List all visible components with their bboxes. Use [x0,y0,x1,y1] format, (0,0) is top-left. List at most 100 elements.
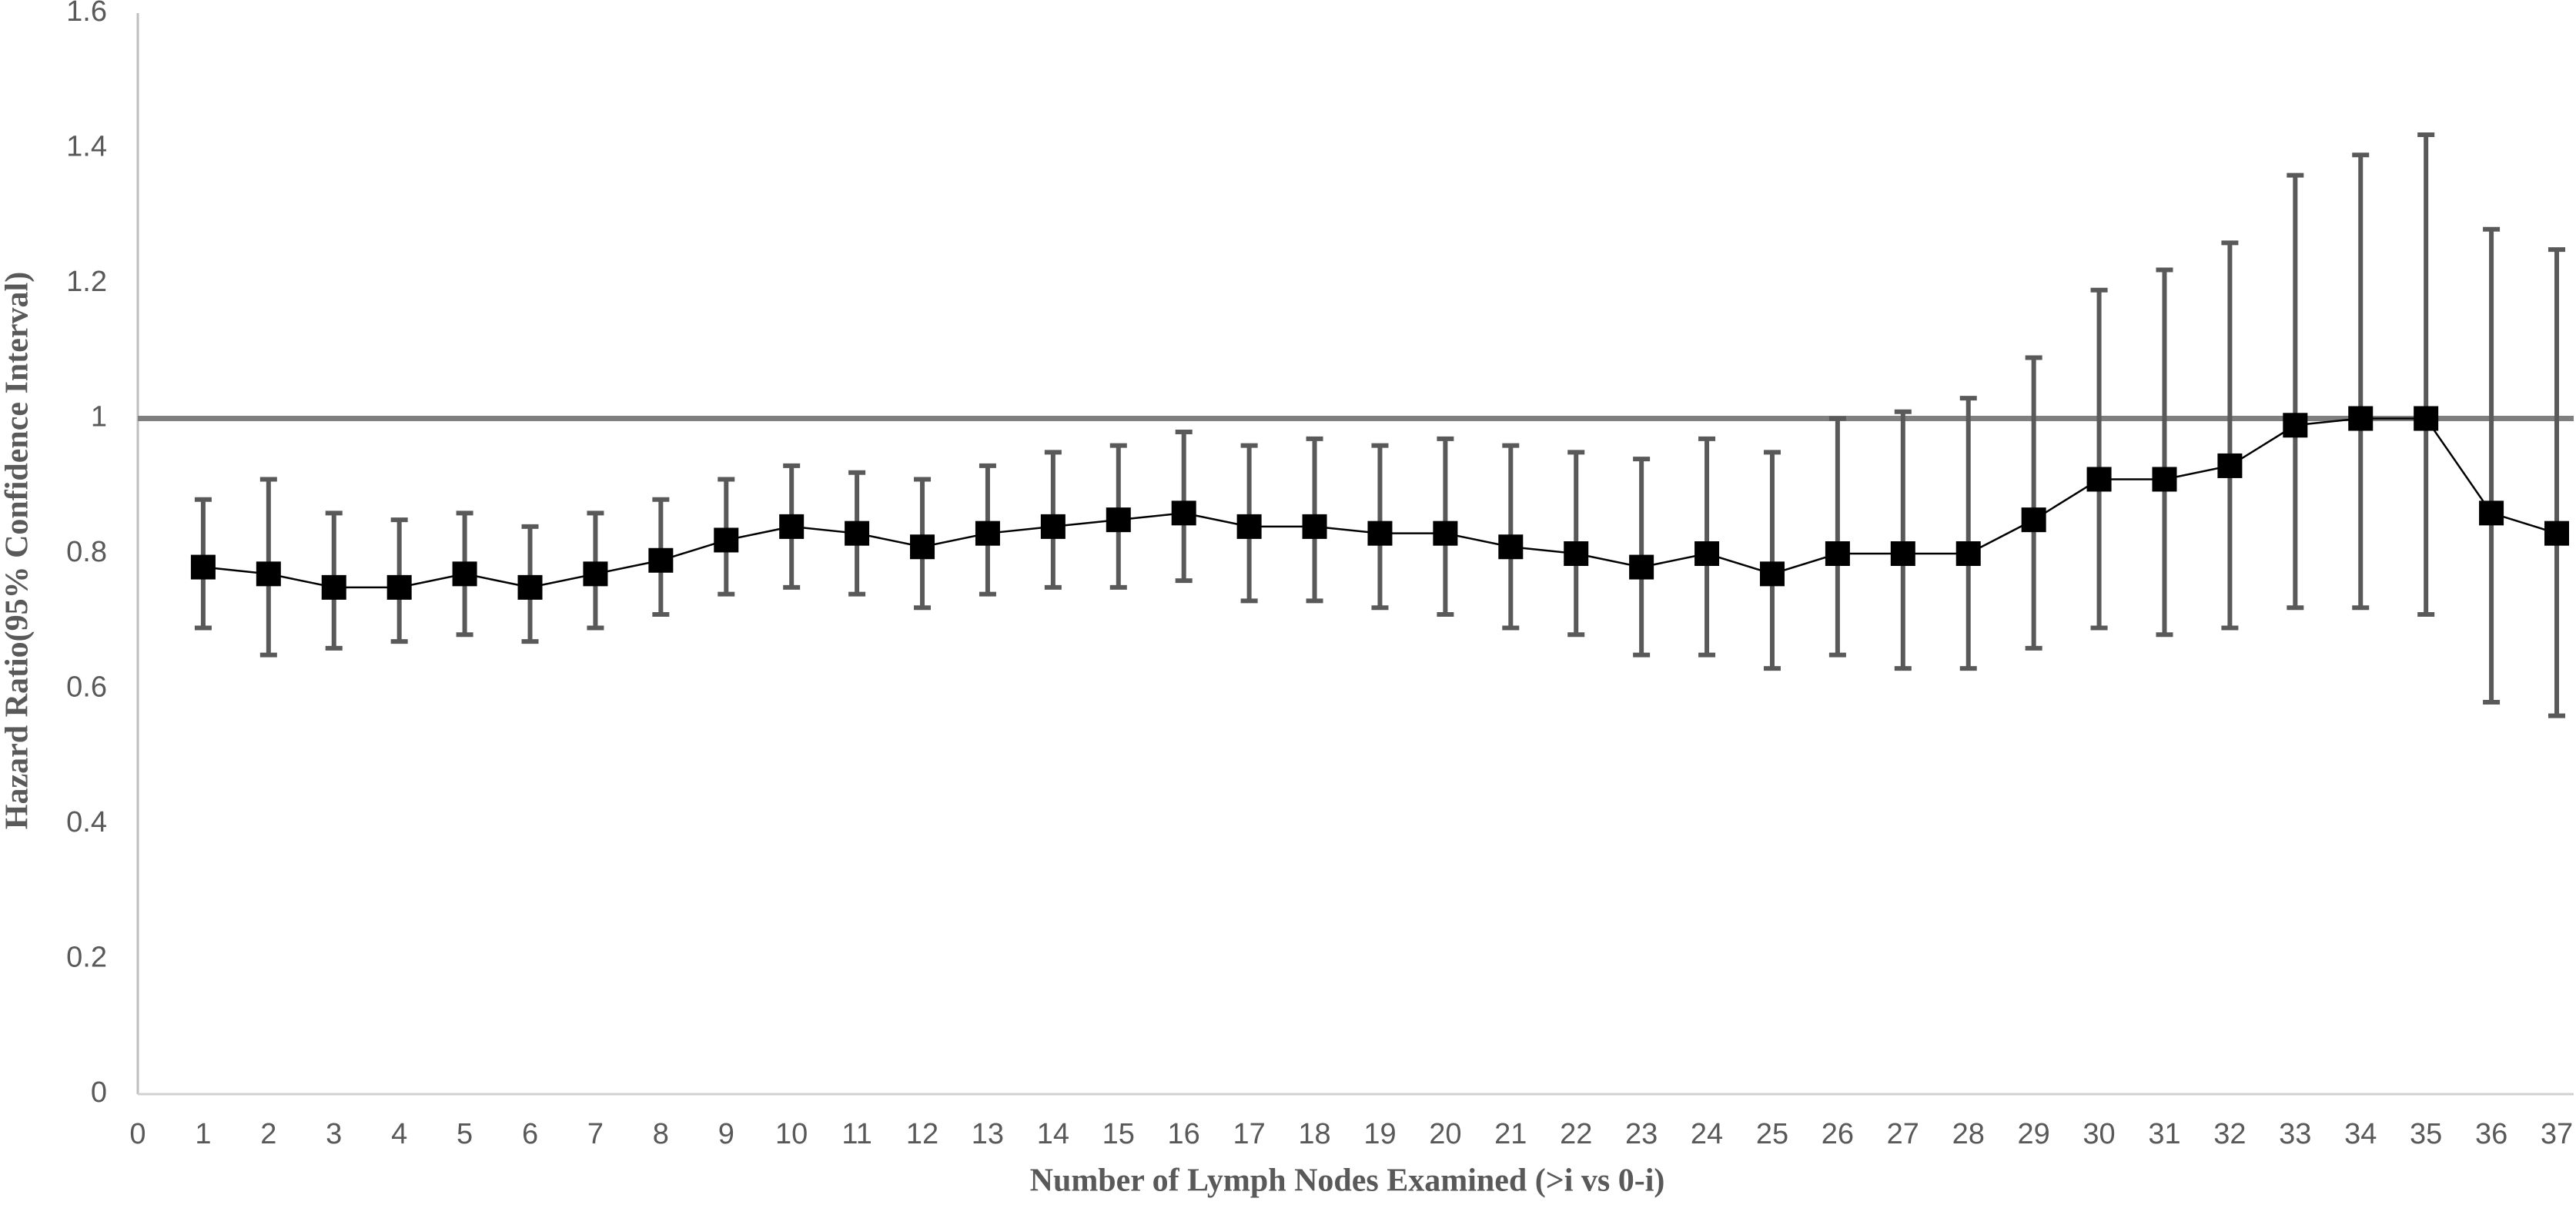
x-tick-label: 37 [2541,1118,2573,1150]
x-axis-title: Number of Lymph Nodes Examined (>i vs 0-… [1030,1163,1665,1199]
error-bar [2221,240,2239,631]
data-point [1759,561,1785,587]
error-bar [2156,267,2173,638]
x-tick-label: 33 [2279,1118,2311,1150]
x-tick-label: 14 [1037,1118,1069,1150]
x-tick-label: 13 [972,1118,1004,1150]
error-bar [1894,409,1912,671]
x-tick-label: 17 [1233,1118,1265,1150]
x-tick-label: 8 [653,1118,669,1150]
x-tick-label: 4 [391,1118,407,1150]
error-bar [2352,152,2370,611]
y-tick-label: 0.6 [66,671,107,704]
data-point [583,561,608,587]
y-tick-label: 0.4 [66,806,107,838]
x-tick-label: 30 [2083,1118,2115,1150]
x-tick-label: 0 [129,1118,146,1150]
y-tick-label: 0 [91,1076,107,1109]
x-tick-label: 3 [326,1118,342,1150]
x-tick-label: 34 [2344,1118,2377,1150]
data-point [1433,520,1458,546]
error-bar [1828,416,1846,658]
x-tick-label: 27 [1887,1118,1919,1150]
y-tick-label: 1.2 [66,266,107,298]
data-point [1367,520,1393,546]
error-bar [2417,132,2435,617]
data-point [452,561,477,587]
x-tick-label: 16 [1168,1118,1200,1150]
data-point [256,561,281,587]
data-point [190,554,216,580]
x-tick-label: 21 [1494,1118,1527,1150]
data-point [1498,534,1524,560]
error-bar [1763,450,1781,671]
x-tick-label: 18 [1298,1118,1330,1150]
x-tick-label: 5 [457,1118,473,1150]
y-axis-title: Hazard Ratio(95% Confidence Interval) [0,272,35,829]
data-point [2217,453,2243,478]
x-tick-label: 35 [2410,1118,2442,1150]
y-tick-label: 0.8 [66,536,107,568]
x-tick-label: 19 [1363,1118,1396,1150]
x-tick-label: 15 [1102,1118,1135,1150]
data-point [386,574,412,600]
x-tick-label: 26 [1822,1118,1854,1150]
x-tick-label: 12 [906,1118,938,1150]
data-point [1629,554,1654,580]
y-tick-label: 0.2 [66,942,107,974]
x-tick-label: 28 [1952,1118,1985,1150]
data-point [648,547,674,573]
error-bar [2548,247,2565,718]
error-bar [2090,287,2108,631]
data-point [2086,467,2112,492]
x-tick-label: 6 [522,1118,538,1150]
error-bar [1959,396,1977,671]
error-bar [2025,355,2042,651]
data-point [1302,514,1327,539]
data-point [910,534,935,560]
x-tick-label: 1 [195,1118,211,1150]
data-point [1825,541,1850,566]
data-point [1890,541,1915,566]
data-point [1040,514,1066,539]
data-point [845,520,870,546]
data-point [2283,413,2308,438]
data-point [517,574,543,600]
y-tick-label: 1.6 [66,0,107,28]
data-point [2021,507,2046,533]
y-tick-label: 1 [91,401,107,433]
data-point [779,514,805,539]
x-tick-label: 22 [1560,1118,1592,1150]
data-point [1955,541,1981,566]
x-tick-label: 31 [2148,1118,2180,1150]
x-tick-label: 24 [1691,1118,1723,1150]
x-tick-label: 20 [1429,1118,1461,1150]
data-point [2544,520,2569,546]
x-tick-label: 23 [1625,1118,1658,1150]
data-point [2479,500,2504,526]
data-point [1236,514,1262,539]
x-tick-label: 10 [775,1118,808,1150]
data-point [1106,507,1131,533]
x-tick-label: 9 [718,1118,734,1150]
data-point [1564,541,1589,566]
data-point [1694,541,1720,566]
data-point [714,527,739,553]
data-point [2414,406,2439,431]
x-tick-label: 32 [2213,1118,2246,1150]
data-point [1171,500,1196,526]
x-tick-label: 11 [841,1118,871,1150]
x-tick-label: 29 [2018,1118,2050,1150]
x-tick-label: 7 [587,1118,604,1150]
y-tick-label: 1.4 [66,131,107,163]
error-bar [2483,226,2501,705]
x-tick-label: 25 [1756,1118,1788,1150]
data-point [2348,406,2374,431]
data-point [321,574,346,600]
data-point [2152,467,2177,492]
x-tick-label: 36 [2475,1118,2507,1150]
error-bar [2287,172,2304,611]
x-tick-label: 2 [260,1118,276,1150]
